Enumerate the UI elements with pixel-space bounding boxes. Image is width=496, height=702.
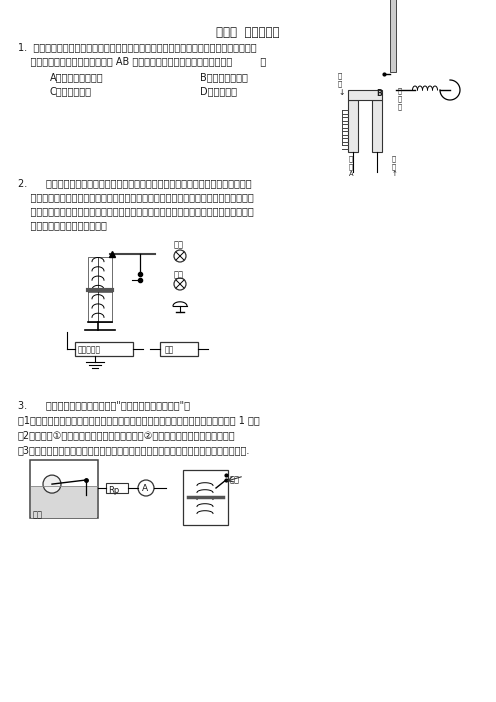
Text: 线: 线	[349, 163, 353, 170]
Text: 右运动，并造成电路断路。电线 AB 断开，此种装置可用于下列电器中的（         ）: 右运动，并造成电路断路。电线 AB 断开，此种装置可用于下列电器中的（ ）	[18, 56, 266, 66]
Text: 浮子: 浮子	[33, 510, 43, 519]
Text: 绿灯: 绿灯	[174, 240, 184, 249]
Text: 红灯: 红灯	[174, 270, 184, 279]
Text: 专题八  电磁继电器: 专题八 电磁继电器	[216, 26, 280, 39]
Text: 关）。当有人携带手机等通信工具了通过红外线测温仪时，红灯亮、电铃响；若人通过: 关）。当有人携带手机等通信工具了通过红外线测温仪时，红灯亮、电铃响；若人通过	[18, 192, 254, 202]
Bar	[88, 257, 112, 322]
Text: C．断路器开关: C．断路器开关	[50, 86, 92, 96]
Text: D．电铃开关: D．电铃开关	[200, 86, 237, 96]
Text: B: B	[376, 89, 382, 98]
Text: 要求（电路图连线不得交叉）: 要求（电路图连线不得交叉）	[18, 220, 107, 230]
Circle shape	[43, 475, 61, 493]
Text: 红外测温仪: 红外测温仪	[78, 345, 101, 354]
Text: 3.      请你按要求改进如图所示的"测定油箱内油量的装置"：: 3. 请你按要求改进如图所示的"测定油箱内油量的装置"：	[18, 400, 190, 410]
Text: 触点: 触点	[230, 475, 240, 484]
Bar	[348, 90, 382, 100]
Bar	[88, 288, 112, 292]
Text: 1.  如图所示，当一个马蹄形线圈中的电流增加到一定大小时，软铁片受到线圈的吸引会向: 1. 如图所示，当一个马蹄形线圈中的电流增加到一定大小时，软铁片受到线圈的吸引会…	[18, 42, 256, 52]
Text: B．空调启动开关: B．空调启动开关	[200, 72, 248, 82]
Text: 流: 流	[392, 163, 396, 170]
Text: A．电饭锅保温开关: A．电饭锅保温开关	[50, 72, 104, 82]
Text: Rp: Rp	[108, 486, 119, 495]
Bar	[30, 460, 98, 518]
Bar	[75, 342, 133, 356]
Text: 2.      考试中心决定在所有考场门口安装红外线测温仪（它在电路中相当于一个自动开: 2. 考试中心决定在所有考场门口安装红外线测温仪（它在电路中相当于一个自动开	[18, 178, 251, 188]
Bar	[390, 0, 396, 72]
Text: 流: 流	[338, 80, 342, 86]
Text: 电: 电	[338, 72, 342, 79]
Text: 电: 电	[392, 155, 396, 161]
Text: 软: 软	[398, 87, 402, 93]
Text: （1）器材：电磁继电器（如图），若干导线，若干电源，若干触点，红、绿灯泡各 1 只。: （1）器材：电磁继电器（如图），若干导线，若干电源，若干触点，红、绿灯泡各 1 …	[18, 415, 260, 425]
Bar	[160, 342, 198, 356]
Text: ↑: ↑	[392, 171, 398, 177]
Bar	[183, 470, 228, 525]
Bar	[106, 483, 128, 493]
Text: 铁: 铁	[398, 95, 402, 102]
Text: A: A	[142, 484, 148, 493]
Text: （2）要求：①通常情况下，绿灯亮、红灯灭；②储油过少时，绿灯灭、红灯亮。: （2）要求：①通常情况下，绿灯亮、红灯灭；②储油过少时，绿灯灭、红灯亮。	[18, 430, 236, 440]
Text: 时绿灯亮，表示没有携带这些通信工具。请你按如图所示中完成该电路，使其满足上述: 时绿灯亮，表示没有携带这些通信工具。请你按如图所示中完成该电路，使其满足上述	[18, 206, 254, 216]
Bar	[31, 486, 97, 518]
Text: 电: 电	[349, 155, 353, 161]
Bar	[348, 100, 358, 152]
Text: 片: 片	[398, 103, 402, 110]
Text: （3）请将电路设计填画在原图上（电路元件用电路符号表示，其余元件用示意图表示）.: （3）请将电路设计填画在原图上（电路元件用电路符号表示，其余元件用示意图表示）.	[18, 445, 250, 455]
Text: ↓: ↓	[338, 88, 344, 97]
Text: 电源: 电源	[165, 345, 174, 354]
Bar	[372, 100, 382, 152]
Text: A: A	[349, 171, 354, 177]
